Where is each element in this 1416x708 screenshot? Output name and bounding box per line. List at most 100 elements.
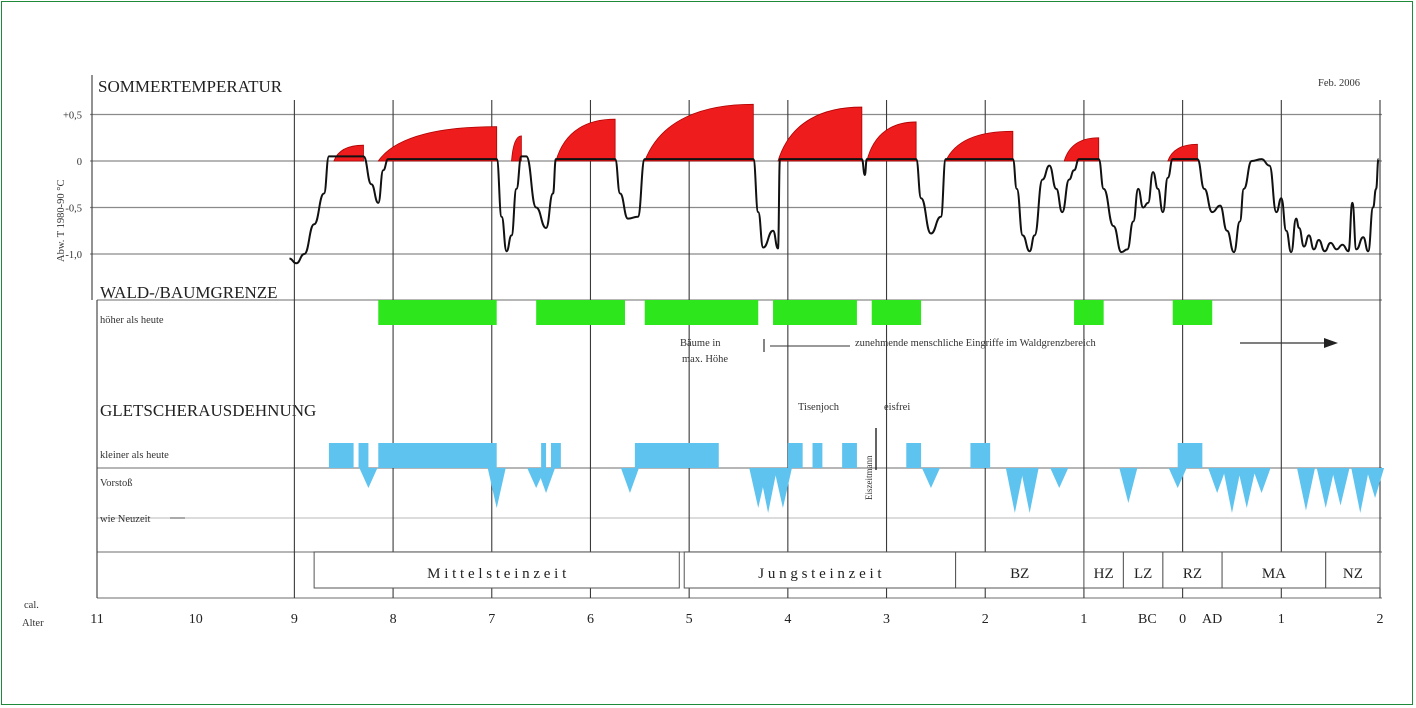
glacier-advance-20 [1331, 468, 1350, 506]
note-arrow-head [1324, 338, 1338, 348]
glacier-smaller-10 [970, 443, 991, 468]
x-tick-label-5: 6 [587, 612, 594, 627]
header-gletscher: GLETSCHERAUSDEHNUNG [100, 401, 316, 420]
x-axis-ad: AD [1202, 612, 1222, 627]
warm-phases [333, 103, 1198, 162]
y-tick-label-2: -0,5 [65, 204, 82, 215]
glacier-advance-22 [1366, 468, 1385, 498]
period-box-2 [955, 551, 1085, 589]
glacier-smaller-9 [906, 443, 922, 468]
glacier-smaller-4 [550, 443, 561, 468]
label-tisenjoch: Tisenjoch [798, 402, 840, 413]
header-wald: WALD-/BAUMGRENZE [100, 283, 278, 302]
x-tick-label-9: 2 [982, 612, 989, 627]
x-tick-labels: 11 10 9 8 7 6 5 4 3 2 1 0 1 2 [90, 612, 1383, 627]
label-eiszeitmann: Eiszeitmann [864, 455, 874, 500]
x-tick-label-8: 3 [883, 612, 890, 627]
warm-phase-9 [1167, 143, 1198, 162]
warm-phase-0 [333, 144, 364, 162]
glacier-advance-12 [1119, 468, 1138, 503]
treeline-bar-5 [1074, 300, 1104, 325]
x-tick-label-10: 1 [1080, 612, 1087, 627]
x-tick-label-0: 11 [90, 612, 103, 627]
temperature-curve [289, 155, 1380, 265]
glacier-smaller-7 [812, 443, 823, 468]
treeline-bars [378, 300, 1213, 325]
glacier-advance-0 [359, 468, 378, 488]
x-tick-label-12: 1 [1278, 612, 1285, 627]
y-tick-labels: +0,5 0 -0,5 -1,0 [63, 111, 82, 262]
glacier-advance-4 [620, 468, 639, 493]
warm-phase-6 [866, 121, 917, 162]
period-label-6: MA [1262, 566, 1286, 582]
glacier-smaller-8 [842, 443, 857, 468]
glacier-smaller-6 [787, 443, 803, 468]
header-date: Feb. 2006 [1318, 78, 1360, 89]
y-tick-label-3: -1,0 [65, 250, 82, 261]
glacier-advance-14 [1208, 468, 1227, 493]
glacier-advance-6 [759, 468, 778, 513]
x-tick-label-13: 2 [1377, 612, 1384, 627]
label-eisfrei: eisfrei [884, 402, 910, 413]
treeline-bar-2 [644, 300, 759, 325]
glacier-marks [328, 428, 1385, 513]
glacier-smaller-2 [378, 443, 497, 468]
period-label-0: M i t t e l s t e i n z e i t [427, 566, 567, 582]
glacier-row-advance: Vorstoß [100, 478, 132, 489]
glacier-advance-16 [1237, 468, 1256, 508]
glacier-advance-10 [1020, 468, 1039, 513]
period-label-4: LZ [1134, 566, 1152, 582]
glacier-smaller-3 [541, 443, 547, 468]
glacier-row-modern: wie Neuzeit [100, 514, 151, 525]
y-tick-label-0: +0,5 [63, 111, 82, 122]
period-label-5: RZ [1183, 566, 1202, 582]
glacier-row-smaller: kleiner als heute [100, 450, 169, 461]
glacier-advance-9 [1005, 468, 1024, 513]
warm-phase-4 [644, 103, 754, 162]
glacier-advance-11 [1050, 468, 1069, 488]
period-box-0 [313, 551, 680, 589]
glacier-advance-13 [1168, 468, 1187, 488]
x-tick-label-2: 9 [291, 612, 298, 627]
warm-phase-8 [1063, 137, 1100, 162]
treeline-bar-6 [1172, 300, 1213, 325]
x-tick-label-7: 4 [784, 612, 791, 627]
period-label-2: BZ [1010, 566, 1029, 582]
warm-phase-7 [945, 130, 1014, 162]
x-tick-label-11: 0 [1179, 612, 1186, 627]
x-tick-label-3: 8 [390, 612, 397, 627]
treeline-bar-4 [871, 300, 922, 325]
header-sommertemperatur: SOMMERTEMPERATUR [98, 77, 283, 96]
treeline-bar-0 [378, 300, 497, 325]
x-tick-label-1: 10 [189, 612, 203, 627]
x-axis-bc: BC [1138, 612, 1157, 627]
glacier-advance-18 [1296, 468, 1315, 511]
glacier-advance-8 [921, 468, 940, 488]
period-box-7 [1325, 551, 1381, 589]
glacier-advance-15 [1222, 468, 1241, 513]
period-label-7: NZ [1343, 566, 1363, 582]
treeline-note-trees-max-a: Bäume in [680, 338, 721, 349]
treeline-note-human: zunehmende menschliche Eingriffe im Wald… [855, 338, 1097, 349]
glacier-advance-3 [537, 468, 556, 493]
glacier-advance-1 [487, 468, 506, 508]
y-axis-label: Abw. T 1980-90 °C [56, 180, 67, 262]
age-gridlines [293, 100, 1282, 598]
y-tick-label-1: 0 [77, 157, 82, 168]
glacier-smaller-11 [1177, 443, 1203, 468]
glacier-smaller-5 [634, 443, 719, 468]
treeline-row-label: höher als heute [100, 315, 164, 326]
period-box-4 [1122, 551, 1164, 589]
glacier-smaller-0 [328, 443, 354, 468]
x-tick-label-6: 5 [686, 612, 693, 627]
warm-phase-5 [777, 106, 863, 162]
period-box-5 [1162, 551, 1223, 589]
glacier-advance-19 [1316, 468, 1335, 508]
period-label-1: J u n g s t e i n z e i t [758, 566, 882, 582]
x-axis-label-alter: Alter [22, 618, 44, 629]
period-box-6 [1221, 551, 1327, 589]
glacier-advance-21 [1351, 468, 1370, 513]
warm-phase-3 [555, 118, 616, 162]
